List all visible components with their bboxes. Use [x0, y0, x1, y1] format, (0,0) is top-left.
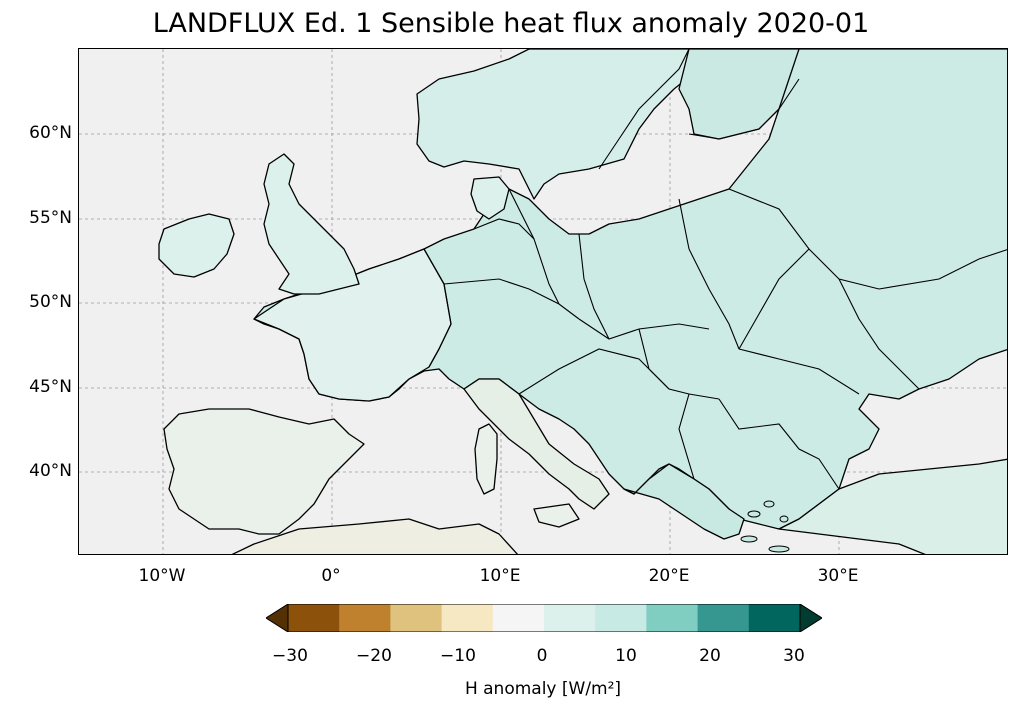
colorbar-segment [595, 604, 647, 632]
land-scandinavia [416, 49, 700, 200]
colorbar-tick: −30 [272, 646, 308, 666]
lon-tick: 30°E [817, 566, 859, 586]
colorbar-extend-high [799, 604, 822, 632]
map-title: LANDFLUX Ed. 1 Sensible heat flux anomal… [152, 8, 870, 39]
aegean-islands [740, 500, 790, 553]
lat-axis: 60°N 55°N 50°N 45°N 40°N [0, 0, 72, 718]
colorbar-segment [544, 604, 596, 632]
lat-tick: 40°N [29, 461, 72, 481]
country-borders [423, 49, 1007, 490]
colorbar-segment [339, 604, 391, 632]
colorbar-segment [697, 604, 750, 632]
lon-tick: 0° [321, 566, 341, 586]
colorbar-tick: −20 [356, 646, 392, 666]
colorbar-tick: 30 [783, 646, 805, 666]
lon-tick: 20°E [648, 566, 690, 586]
lat-tick: 50°N [29, 292, 72, 312]
colorbar-segment [646, 604, 699, 632]
colorbar-segment [390, 604, 443, 632]
land-britain [263, 153, 360, 295]
lat-tick: 55°N [29, 208, 72, 228]
land-italy [463, 378, 610, 510]
land-denmark [470, 176, 510, 220]
colorbar-tick: 20 [699, 646, 721, 666]
colorbar-segments [288, 604, 801, 632]
colorbar-segment [441, 604, 494, 632]
land-balkans [623, 463, 745, 540]
map-canvas [79, 49, 1007, 554]
colorbar-tick: −10 [440, 646, 476, 666]
colorbar-segment [748, 604, 801, 632]
land-ireland [158, 213, 235, 278]
land-africa [231, 518, 519, 554]
land-sicily [533, 503, 580, 528]
colorbar-tick: 0 [536, 646, 548, 666]
land-iberia [163, 408, 365, 535]
colorbar-label: H anomaly [W/m²] [464, 679, 622, 699]
lon-tick: 10°W [138, 566, 186, 586]
lat-tick: 60°N [29, 123, 72, 143]
lon-tick: 10°E [479, 566, 521, 586]
colorbar-segment [288, 604, 340, 632]
land-sardinia [474, 423, 498, 495]
colorbar-tick: 10 [615, 646, 637, 666]
map-panel [78, 48, 1008, 555]
colorbar [266, 604, 822, 632]
colorbar-extend-low [266, 604, 289, 632]
colorbar-segment [492, 604, 545, 632]
lat-tick: 45°N [29, 377, 72, 397]
